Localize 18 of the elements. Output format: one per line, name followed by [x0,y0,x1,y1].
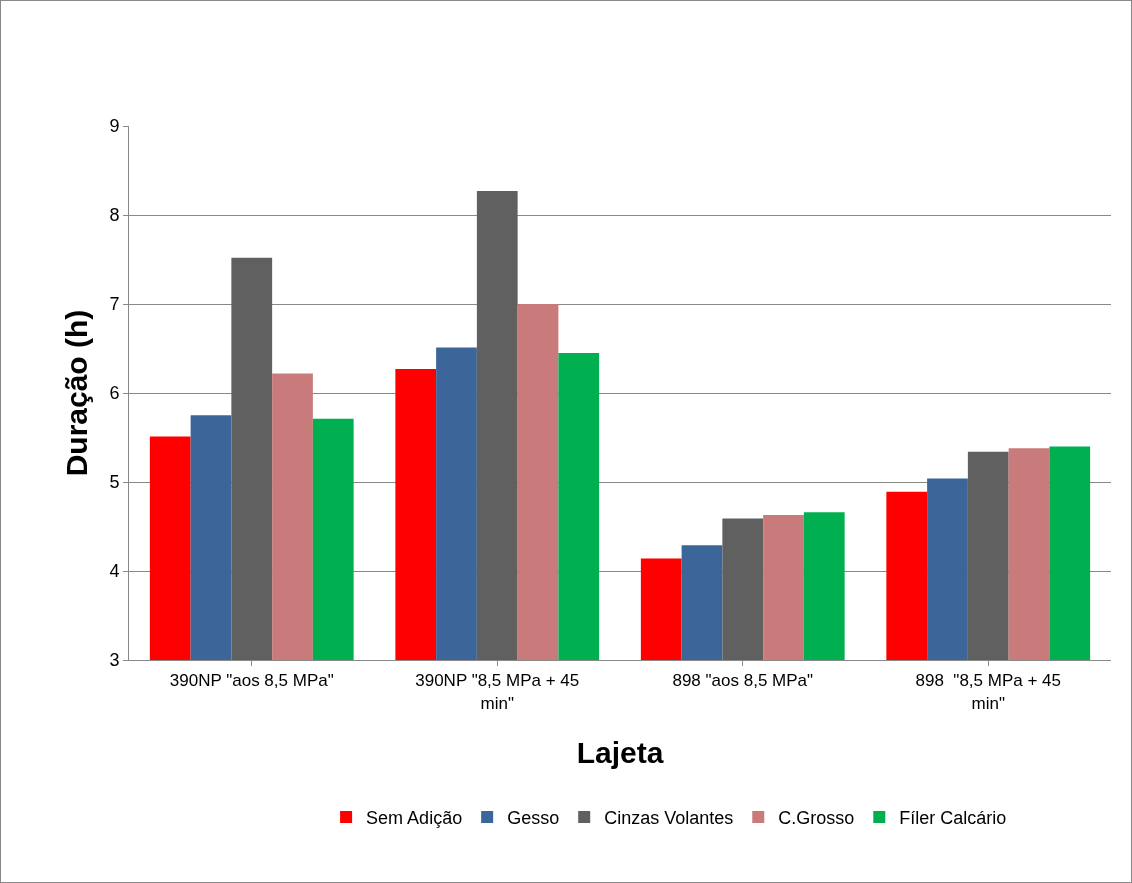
legend-label: C.Grosso [778,808,855,829]
y-tick-label: 6 [109,383,120,404]
legend-label: Cinzas Volantes [604,808,734,829]
legend-label: Sem Adição [366,808,463,829]
legend-label: Fíler Calcário [899,808,1007,829]
y-tick-label: 9 [109,116,120,137]
y-tick-label: 5 [109,472,120,493]
x-tick-label: 390NP "8,5 MPa + 45 min" [415,671,580,713]
y-axis-title: Duração (h) [60,309,94,477]
y-tick-label: 7 [109,294,120,315]
x-tick-label: 898 "8,5 MPa + 45 min" [915,671,1061,713]
x-axis-title: Lajeta [576,736,664,769]
y-tick-label: 4 [109,561,120,582]
y-tick-label: 8 [109,205,120,226]
legend-label: Gesso [507,808,560,829]
x-tick-label: 390NP "aos 8,5 MPa" [169,671,334,691]
y-tick-label: 3 [109,650,120,671]
x-tick-label: 898 "aos 8,5 MPa" [672,671,814,691]
